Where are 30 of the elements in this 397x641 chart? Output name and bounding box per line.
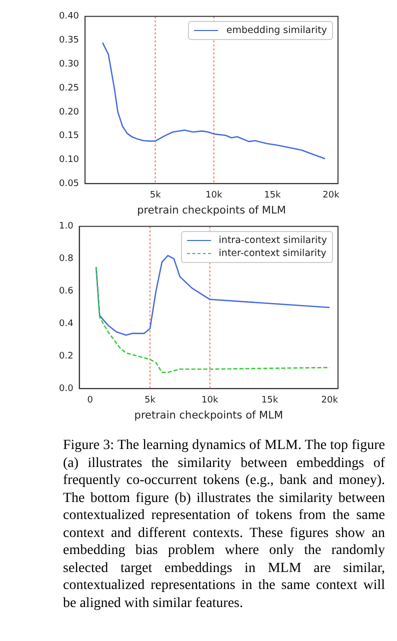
x-tick-label: 5k bbox=[144, 395, 156, 406]
y-tick-label: 0.4 bbox=[58, 319, 74, 330]
x-axis-title: pretrain checkpoints of MLM bbox=[134, 409, 284, 422]
x-tick-label: 5k bbox=[150, 190, 162, 200]
y-tick-label: 0.25 bbox=[58, 83, 80, 94]
x-tick-label: 0 bbox=[87, 395, 94, 406]
line-series bbox=[95, 266, 330, 374]
y-tick-label: 0.35 bbox=[58, 36, 80, 46]
y-tick-label: 1.0 bbox=[58, 222, 74, 232]
y-tick-label: 0.0 bbox=[58, 384, 74, 394]
x-tick-label: 20k bbox=[322, 190, 340, 200]
legend-label: embedding similarity bbox=[226, 24, 327, 38]
legend-label: intra-context similarity bbox=[218, 234, 327, 248]
y-tick-label: 0.30 bbox=[58, 60, 80, 70]
legend-label: inter-context similarity bbox=[218, 247, 326, 260]
y-tick-label: 0.15 bbox=[58, 131, 80, 142]
y-tick-label: 0.10 bbox=[58, 155, 80, 166]
x-tick-label: 10k bbox=[202, 395, 219, 406]
text: Figure 3: The learning dynamics of MLM. The top figure (a) illustrates the similarity between embeddings of frequently co-occurrent tokens (e.g., bank and money). The bottom figure (b) illustrates the similarity between contextualized representation of tokens from the same context and different contexts. These figures show an embedding bias problem where only the randomly selected target embeddings in MLM are similar, contextualized representations in the same context will be aligned with similar features. bbox=[63, 438, 385, 610]
y-tick-label: 0.2 bbox=[58, 352, 74, 362]
y-tick-label: 0.05 bbox=[58, 178, 80, 189]
x-tick-label: 15k bbox=[261, 395, 279, 406]
y-tick-label: 0.8 bbox=[58, 254, 74, 264]
x-axis-title: pretrain checkpoints of MLM bbox=[137, 204, 286, 216]
y-tick-label: 0.40 bbox=[58, 12, 80, 22]
x-tick-label: 20k bbox=[321, 395, 339, 406]
y-tick-label: 0.6 bbox=[58, 286, 74, 297]
y-tick-label: 0.20 bbox=[58, 107, 80, 118]
x-tick-label: 10k bbox=[206, 190, 223, 200]
x-tick-label: 15k bbox=[264, 190, 282, 200]
